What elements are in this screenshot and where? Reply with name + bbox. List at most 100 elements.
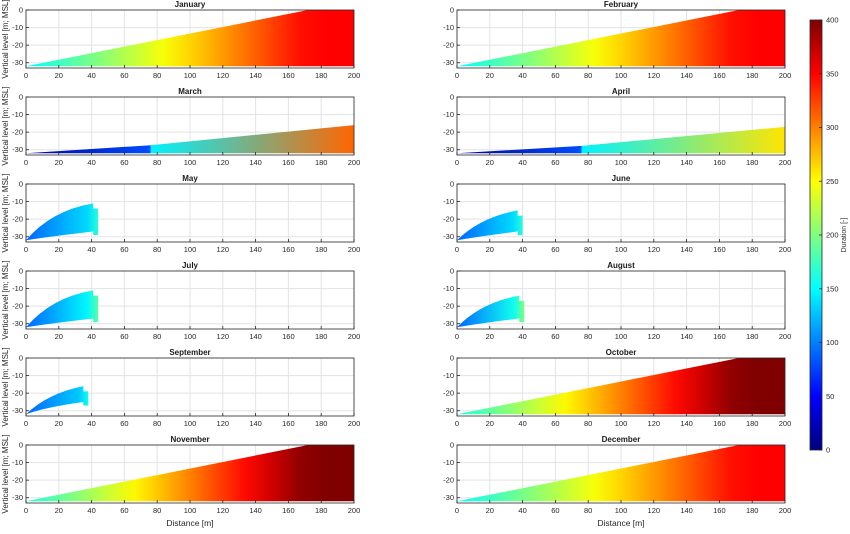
x-tick-label: 0 <box>455 158 459 167</box>
x-tick-label: 0 <box>24 506 28 515</box>
x-tick-label: 100 <box>184 158 197 167</box>
x-tick-label: 60 <box>120 419 128 428</box>
x-tick-label: 160 <box>713 332 726 341</box>
x-tick-label: 200 <box>348 71 361 80</box>
x-tick-label: 120 <box>217 158 230 167</box>
x-tick-label: 100 <box>615 245 628 254</box>
x-tick-label: 60 <box>120 158 128 167</box>
x-tick-label: 200 <box>779 506 792 515</box>
panel-title: May <box>182 174 198 183</box>
x-tick-label: 180 <box>746 71 759 80</box>
x-tick-label: 160 <box>713 506 726 515</box>
x-tick-label: 160 <box>713 245 726 254</box>
panel-september: 0 20 40 60 80 100 120 140 160 180 200 0 -10 -20 -30 Sep… <box>12 348 360 428</box>
x-tick-label: 160 <box>282 506 295 515</box>
y-tick-label: -20 <box>443 476 454 485</box>
panel-title: November <box>170 435 209 444</box>
y-tick-label: -30 <box>443 145 454 154</box>
panel-may: 0 20 40 60 80 100 120 140 160 180 200 0 -10 -20 -30 May <box>12 174 360 254</box>
y-tick-label: -30 <box>443 406 454 415</box>
x-tick-label: 100 <box>615 506 628 515</box>
x-tick-label: 100 <box>184 332 197 341</box>
y-tick-label: -20 <box>12 389 23 398</box>
y-tick-label: -10 <box>12 284 23 293</box>
y-tick-label: -20 <box>12 41 23 50</box>
y-tick-label: -10 <box>443 284 454 293</box>
x-tick-label: 80 <box>584 332 592 341</box>
panel-title: August <box>607 261 635 270</box>
x-tick-label: 120 <box>648 332 661 341</box>
colorbar-tick-label: 300 <box>826 123 839 132</box>
x-tick-label: 80 <box>153 245 161 254</box>
panel-title: June <box>612 174 631 183</box>
x-tick-label: 200 <box>779 158 792 167</box>
x-tick-label: 140 <box>249 332 262 341</box>
x-tick-label: 140 <box>249 245 262 254</box>
x-tick-label: 0 <box>24 158 28 167</box>
colorbar: 0 50 100 150 200 250 300 350 400 Duration [-] <box>809 16 848 455</box>
y-tick-label: -20 <box>443 302 454 311</box>
y-tick-label: -20 <box>443 41 454 50</box>
x-tick-label: 140 <box>249 506 262 515</box>
y-tick-label: 0 <box>450 441 454 450</box>
x-tick-label: 120 <box>648 245 661 254</box>
colorbar-tick-label: 100 <box>826 338 839 347</box>
colorbar-tick-label: 200 <box>826 231 839 240</box>
x-tick-label: 120 <box>217 245 230 254</box>
x-tick-label: 180 <box>746 158 759 167</box>
x-axis-label: Distance [m] <box>166 518 213 528</box>
x-tick-label: 0 <box>24 419 28 428</box>
x-tick-label: 200 <box>348 419 361 428</box>
x-tick-label: 160 <box>713 71 726 80</box>
x-tick-label: 0 <box>24 332 28 341</box>
x-tick-label: 60 <box>551 332 559 341</box>
y-tick-label: -30 <box>443 319 454 328</box>
y-axis-label: Vertical level [m; MSL] <box>1 86 10 165</box>
x-tick-label: 100 <box>184 506 197 515</box>
x-tick-label: 20 <box>486 71 494 80</box>
y-tick-label: -10 <box>12 110 23 119</box>
x-tick-label: 120 <box>648 158 661 167</box>
y-tick-label: 0 <box>450 354 454 363</box>
y-axis-label: Vertical level [m; MSL] <box>1 347 10 426</box>
x-tick-label: 60 <box>120 332 128 341</box>
x-tick-label: 20 <box>486 332 494 341</box>
x-tick-label: 60 <box>120 506 128 515</box>
x-tick-label: 80 <box>584 158 592 167</box>
x-tick-label: 0 <box>455 419 459 428</box>
x-tick-label: 100 <box>615 332 628 341</box>
x-tick-label: 80 <box>584 419 592 428</box>
duration-field <box>26 203 99 241</box>
x-tick-label: 60 <box>551 506 559 515</box>
x-tick-label: 100 <box>615 71 628 80</box>
x-tick-label: 160 <box>282 158 295 167</box>
colorbar-tick-label: 0 <box>826 446 830 455</box>
x-tick-label: 180 <box>315 158 328 167</box>
x-tick-label: 200 <box>779 245 792 254</box>
duration-field <box>457 210 523 241</box>
x-tick-label: 40 <box>518 506 526 515</box>
panel-title: April <box>612 87 630 96</box>
colorbar-tick-label: 50 <box>826 392 834 401</box>
x-tick-label: 120 <box>217 71 230 80</box>
x-tick-label: 140 <box>680 71 693 80</box>
x-tick-label: 40 <box>87 332 95 341</box>
x-tick-label: 80 <box>153 158 161 167</box>
x-tick-label: 160 <box>713 158 726 167</box>
y-tick-label: 0 <box>19 93 23 102</box>
x-tick-label: 120 <box>217 506 230 515</box>
x-tick-label: 140 <box>249 419 262 428</box>
x-tick-label: 140 <box>680 332 693 341</box>
x-tick-label: 180 <box>746 506 759 515</box>
x-tick-label: 180 <box>746 332 759 341</box>
x-tick-label: 80 <box>153 71 161 80</box>
y-tick-label: 0 <box>19 441 23 450</box>
y-tick-label: -30 <box>12 319 23 328</box>
duration-field <box>26 10 354 67</box>
y-tick-label: 0 <box>450 93 454 102</box>
x-tick-label: 120 <box>648 71 661 80</box>
y-tick-label: 0 <box>19 180 23 189</box>
x-tick-label: 20 <box>486 245 494 254</box>
y-axis-label: Vertical level [m; MSL] <box>1 173 10 252</box>
